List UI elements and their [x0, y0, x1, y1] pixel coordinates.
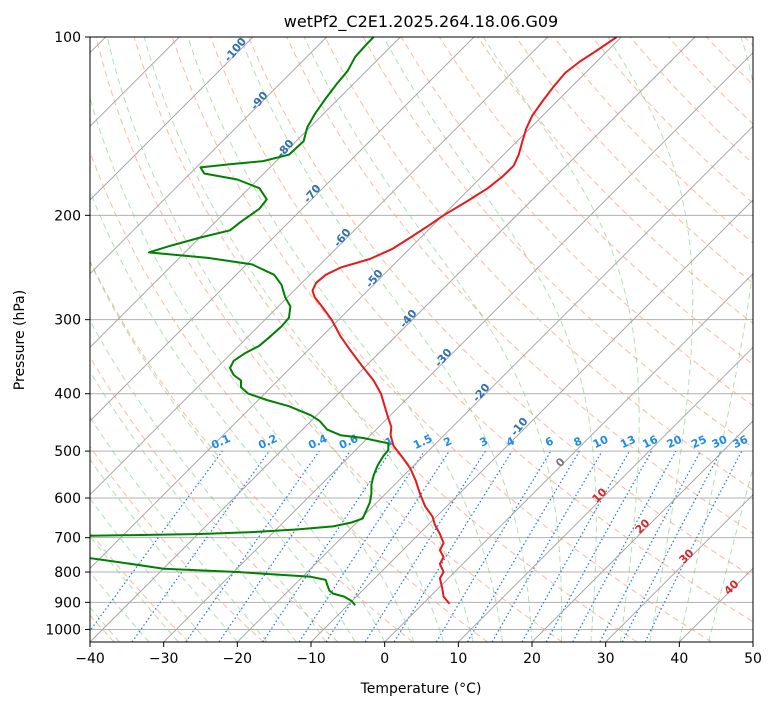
y-tick-label: 400: [54, 387, 81, 403]
x-tick-label: 30: [597, 651, 615, 667]
x-tick-label: 10: [449, 651, 467, 667]
y-tick-label: 500: [54, 444, 81, 460]
plot-area: [90, 37, 753, 642]
x-tick-label: −30: [149, 651, 179, 667]
y-tick-label: 1000: [45, 622, 81, 638]
x-tick-label: −20: [223, 651, 253, 667]
chart-title: wetPf2_C2E1.2025.264.18.06.G09: [284, 12, 558, 32]
x-tick-label: 50: [744, 651, 762, 667]
y-axis-label: Pressure (hPa): [12, 290, 28, 390]
y-tick-label: 600: [54, 491, 81, 507]
x-tick-label: −40: [75, 651, 105, 667]
y-tick-label: 800: [54, 565, 81, 581]
y-tick-label: 900: [54, 595, 81, 611]
x-tick-label: 0: [380, 651, 389, 667]
y-tick-label: 700: [54, 531, 81, 547]
x-tick-label: −10: [296, 651, 326, 667]
x-axis-label: Temperature (°C): [360, 681, 482, 697]
y-tick-label: 300: [54, 313, 81, 329]
y-tick-label: 100: [54, 30, 81, 46]
x-tick-label: 40: [670, 651, 688, 667]
x-tick-label: 20: [523, 651, 541, 667]
y-tick-label: 200: [54, 208, 81, 224]
